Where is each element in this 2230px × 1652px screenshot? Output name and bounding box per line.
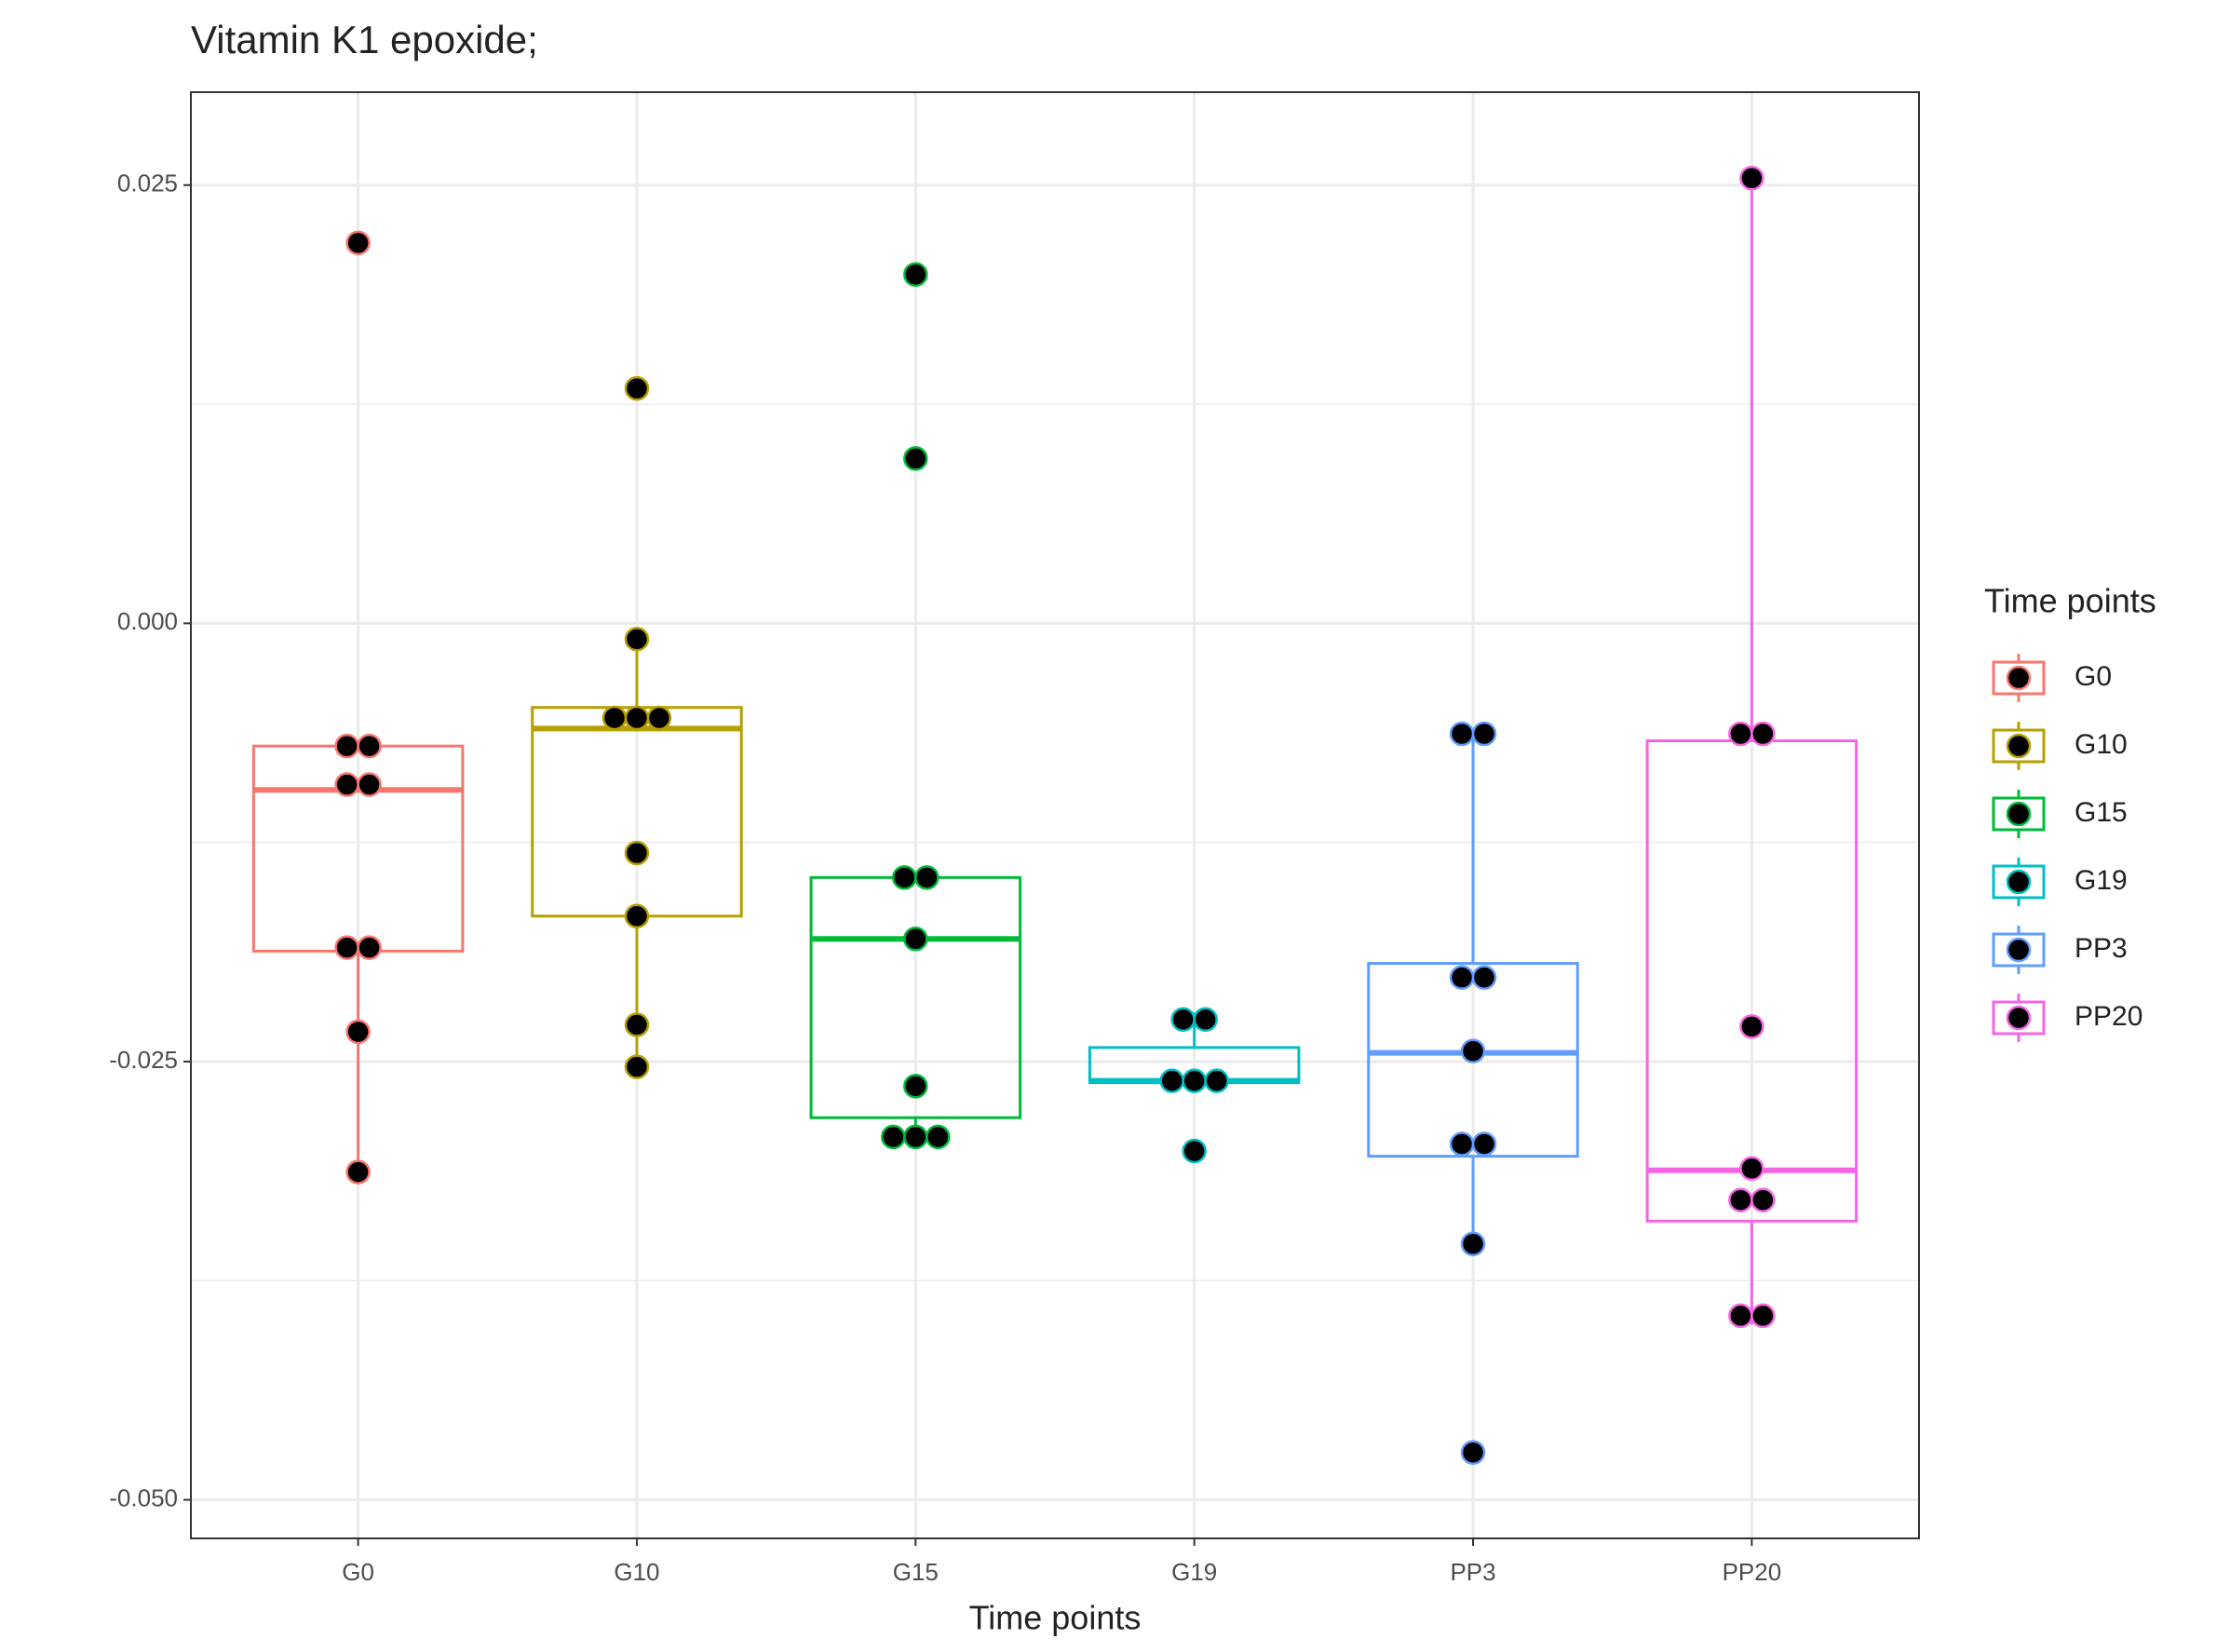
y-tick-label: 0.025 — [117, 169, 178, 197]
data-point — [601, 705, 628, 731]
legend-key-dot — [2006, 1005, 2032, 1031]
data-point — [1204, 1068, 1229, 1093]
legend-label: G19 — [2075, 865, 2128, 896]
data-point — [1750, 721, 1776, 747]
data-point — [1471, 1131, 1497, 1157]
legend-key-dot — [2006, 733, 2032, 759]
x-tick-label: G15 — [893, 1558, 939, 1586]
legend-key-dot — [2006, 665, 2032, 691]
data-point — [1471, 965, 1497, 990]
data-point — [1460, 1231, 1486, 1257]
data-point — [357, 935, 382, 960]
x-tick-label: G10 — [614, 1558, 659, 1586]
panel-border — [190, 91, 1920, 1539]
data-point — [1750, 1187, 1776, 1212]
data-point — [1460, 1038, 1486, 1063]
legend-label: G0 — [2075, 661, 2112, 692]
data-point — [624, 705, 650, 731]
data-point — [903, 262, 928, 288]
data-point — [1460, 1440, 1486, 1466]
data-point — [1449, 721, 1475, 747]
legend-label: PP20 — [2075, 1001, 2142, 1032]
box — [1645, 738, 1858, 1223]
data-point — [1739, 1014, 1764, 1039]
legend-label: PP3 — [2075, 933, 2128, 964]
chart-title: Vitamin K1 epoxide; — [191, 18, 538, 61]
data-point — [1170, 1007, 1196, 1033]
data-point — [334, 733, 359, 759]
data-point — [624, 840, 650, 866]
x-tick-label: PP20 — [1723, 1558, 1782, 1586]
data-point — [624, 375, 650, 401]
x-tick-label: PP3 — [1450, 1558, 1495, 1586]
data-point — [624, 903, 650, 928]
data-point — [1449, 1131, 1475, 1157]
x-tick-label: G0 — [342, 1558, 374, 1586]
y-tick-label: 0.000 — [117, 607, 178, 635]
legend-label: G15 — [2075, 797, 2128, 828]
data-point — [1739, 165, 1764, 191]
data-point — [1728, 1303, 1753, 1329]
data-point — [624, 1012, 650, 1037]
data-point — [1471, 721, 1497, 747]
data-point — [903, 1074, 928, 1099]
data-point — [345, 230, 371, 256]
data-point — [881, 1124, 906, 1150]
x-tick-label: G19 — [1171, 1558, 1217, 1586]
data-point — [357, 733, 382, 759]
legend-key-dot — [2006, 869, 2032, 895]
data-point — [926, 1124, 951, 1150]
legend-label: G10 — [2075, 729, 2128, 760]
data-point — [903, 1124, 928, 1150]
data-point — [903, 446, 928, 471]
data-point — [1728, 1187, 1753, 1212]
data-point — [624, 1054, 650, 1079]
data-point — [1159, 1068, 1184, 1093]
data-point — [624, 627, 650, 652]
data-point — [1449, 965, 1475, 990]
y-tick-label: -0.050 — [109, 1483, 178, 1511]
data-point — [1739, 1156, 1764, 1182]
x-axis-title: Time points — [969, 1599, 1142, 1637]
legend-title: Time points — [1984, 582, 2156, 620]
legend-key-dot — [2006, 801, 2032, 827]
data-point — [1750, 1303, 1776, 1329]
data-point — [646, 705, 672, 731]
box — [1367, 962, 1579, 1158]
data-point — [345, 1019, 371, 1045]
legend-key-dot — [2006, 937, 2032, 963]
data-point — [914, 865, 939, 890]
data-point — [903, 926, 928, 952]
data-point — [1728, 721, 1753, 747]
data-point — [334, 935, 359, 960]
y-tick-label: -0.025 — [109, 1046, 178, 1074]
data-point — [1182, 1068, 1207, 1093]
data-point — [357, 772, 382, 797]
data-point — [1182, 1138, 1207, 1164]
data-point — [892, 865, 917, 890]
data-point — [1193, 1007, 1218, 1033]
data-point — [345, 1159, 371, 1185]
data-point — [334, 772, 359, 797]
